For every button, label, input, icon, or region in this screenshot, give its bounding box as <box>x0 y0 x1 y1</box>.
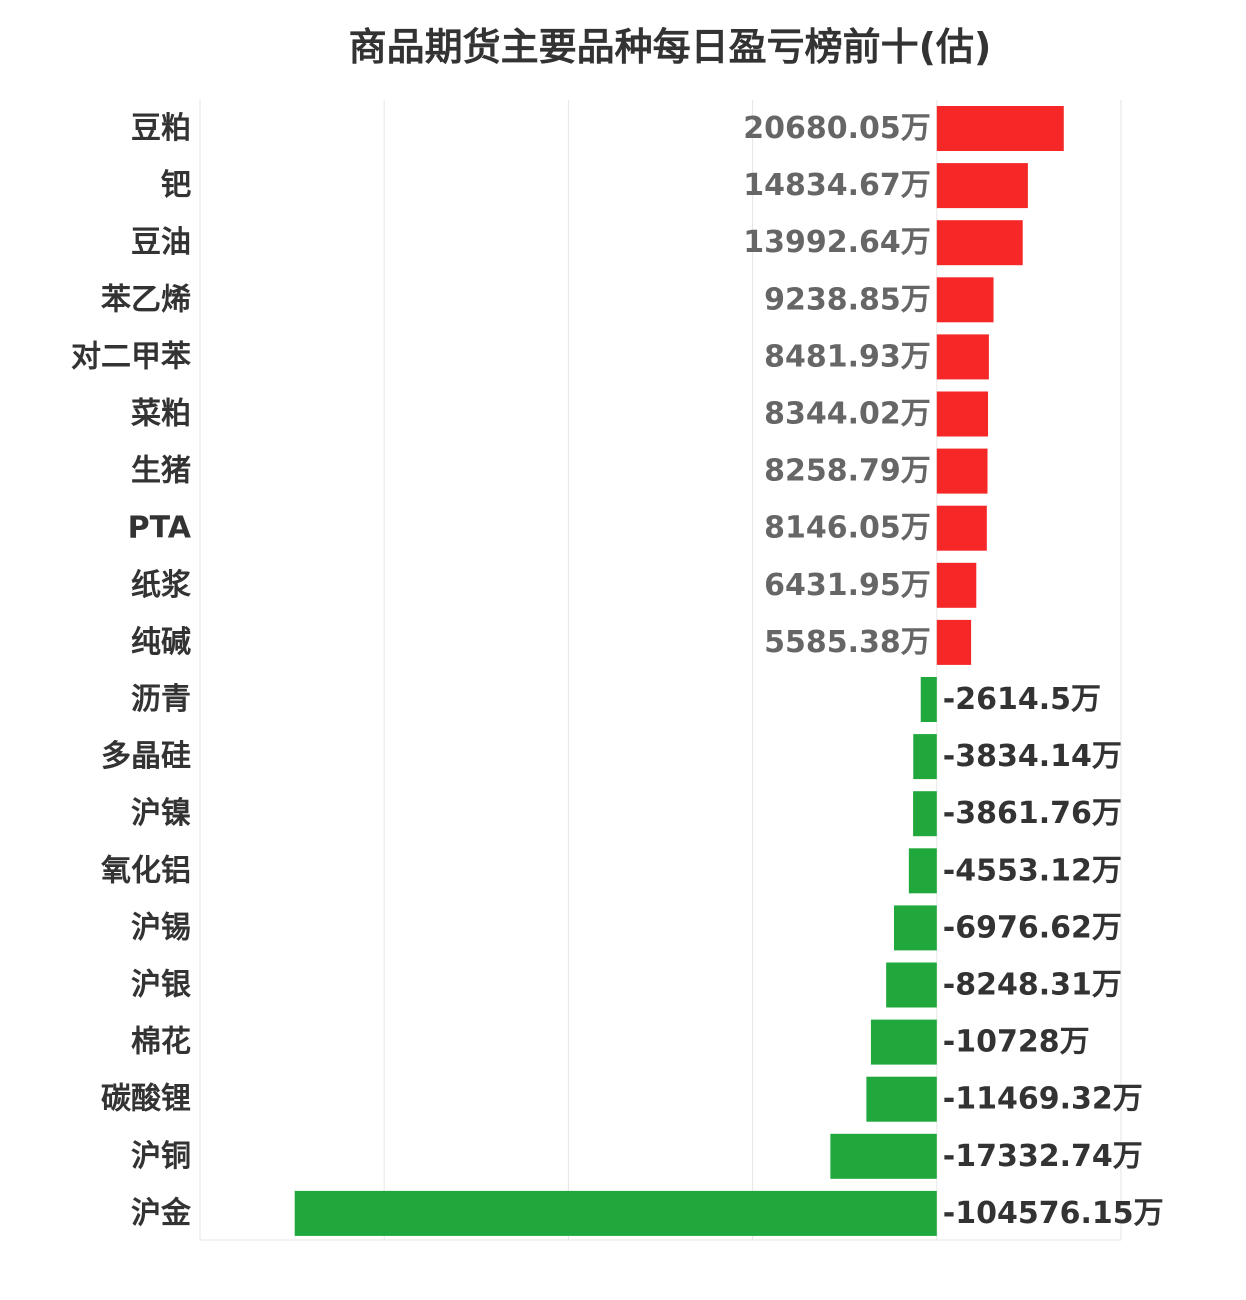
bar-15 <box>886 962 937 1008</box>
bar-0 <box>936 106 1064 151</box>
grid-layer <box>199 100 1122 1241</box>
bar-5 <box>936 391 989 437</box>
category-label-6: 生猪 <box>131 454 191 489</box>
value-label-10: -2614.5万 <box>943 682 1101 717</box>
bar-17 <box>866 1076 937 1122</box>
category-label-3: 苯乙烯 <box>101 282 191 317</box>
bar-11 <box>913 734 937 780</box>
category-label-13: 氧化铝 <box>101 853 191 888</box>
bar-3 <box>936 277 994 323</box>
value-label-12: -3861.76万 <box>943 796 1122 831</box>
category-label-4: 对二甲苯 <box>71 339 191 374</box>
value-label-18: -17332.74万 <box>943 1139 1143 1174</box>
bar-6 <box>936 448 988 494</box>
bar-14 <box>893 905 937 951</box>
category-label-10: 沥青 <box>131 682 191 717</box>
category-label-11: 多晶硅 <box>101 739 191 774</box>
value-label-5: 8344.02万 <box>764 397 931 432</box>
value-label-9: 5585.38万 <box>764 625 931 660</box>
category-label-18: 沪铜 <box>131 1139 191 1174</box>
category-label-0: 豆粕 <box>131 111 191 146</box>
bar-19 <box>294 1190 937 1236</box>
bar-16 <box>870 1019 937 1065</box>
category-label-16: 棉花 <box>131 1025 191 1060</box>
bar-layer <box>294 106 1064 1236</box>
category-label-9: 纯碱 <box>131 625 191 660</box>
bar-9 <box>936 619 972 665</box>
value-label-6: 8258.79万 <box>764 454 931 489</box>
value-label-2: 13992.64万 <box>743 225 931 260</box>
bar-4 <box>936 334 989 380</box>
value-label-16: -10728万 <box>943 1025 1090 1060</box>
value-label-7: 8146.05万 <box>764 511 931 546</box>
category-label-17: 碳酸锂 <box>101 1082 191 1117</box>
value-label-4: 8481.93万 <box>764 339 931 374</box>
category-label-1: 钯 <box>161 168 191 203</box>
bar-12 <box>913 791 937 837</box>
category-label-5: 菜粕 <box>131 397 191 432</box>
bar-2 <box>936 220 1023 266</box>
value-label-3: 9238.85万 <box>764 282 931 317</box>
category-label-19: 沪金 <box>131 1196 192 1231</box>
category-label-8: 纸浆 <box>131 568 191 603</box>
chart-title: 商品期货主要品种每日盈亏榜前十(估) <box>348 25 992 69</box>
value-label-1: 14834.67万 <box>743 168 931 203</box>
bar-7 <box>936 505 987 551</box>
category-label-7: PTA <box>128 511 192 546</box>
value-label-8: 6431.95万 <box>764 568 931 603</box>
value-label-0: 20680.05万 <box>743 111 931 146</box>
category-label-14: 沪锡 <box>131 910 191 945</box>
bar-18 <box>830 1133 937 1179</box>
bar-1 <box>936 163 1028 209</box>
bar-13 <box>908 848 937 894</box>
value-label-13: -4553.12万 <box>943 853 1122 888</box>
bar-10 <box>920 677 937 722</box>
value-label-15: -8248.31万 <box>943 968 1122 1003</box>
category-label-15: 沪银 <box>131 968 191 1003</box>
value-label-11: -3834.14万 <box>943 739 1122 774</box>
value-label-14: -6976.62万 <box>943 910 1122 945</box>
value-label-19: -104576.15万 <box>943 1196 1164 1231</box>
category-label-12: 沪镍 <box>131 796 191 831</box>
category-label-2: 豆油 <box>131 225 191 260</box>
bar-8 <box>936 562 977 608</box>
value-label-17: -11469.32万 <box>943 1082 1143 1117</box>
